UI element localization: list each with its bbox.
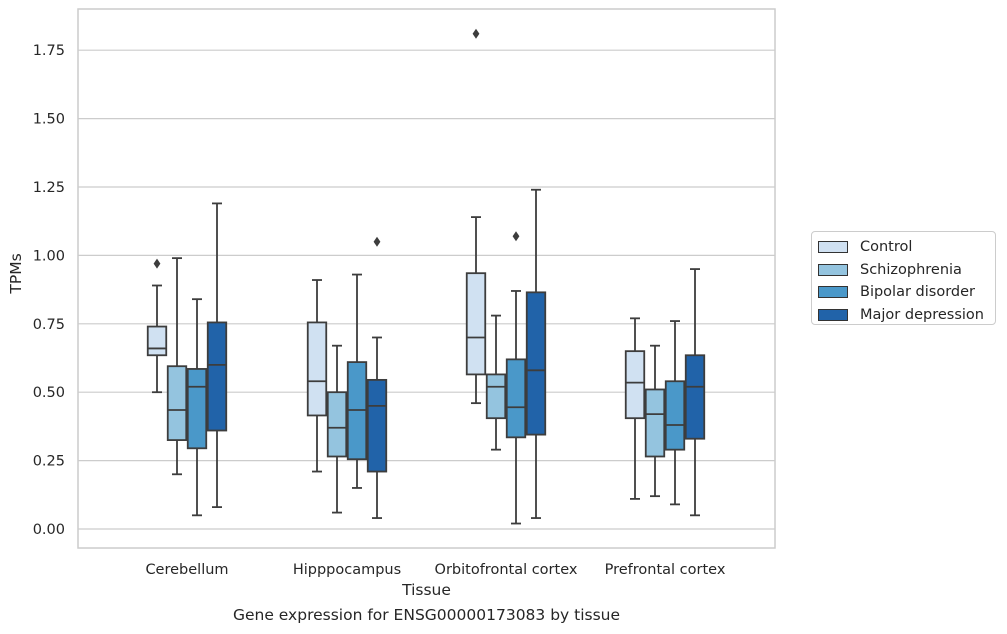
legend-label-major-depression: Major depression <box>860 306 984 323</box>
x-tick-label: Hipppocampus <box>293 562 401 578</box>
box-schizophrenia-cerebellum <box>166 257 188 476</box>
box-body <box>505 358 527 439</box>
chart-caption: Gene expression for ENSG00000173083 by t… <box>232 606 621 624</box>
box-body <box>146 325 168 357</box>
box-body <box>684 354 706 440</box>
series-schizophrenia <box>166 257 666 514</box>
y-tick-label: 0.00 <box>33 522 65 538</box>
legend-item-major-depression: Major depression <box>812 304 995 327</box>
legend-swatch-bipolar-disorder <box>818 286 848 299</box>
chart-legend: Control Schizophrenia Bipolar disorder M… <box>811 231 996 325</box>
box-body <box>366 378 388 473</box>
y-tick-label: 1.75 <box>33 43 65 59</box>
legend-swatch-schizophrenia <box>818 263 848 276</box>
y-axis-label: TPMs <box>7 253 25 294</box>
box-body <box>664 380 686 451</box>
plot-area <box>78 9 775 548</box>
legend-swatch-major-depression <box>818 308 848 321</box>
box-body <box>485 373 507 420</box>
legend-item-control: Control <box>812 236 995 259</box>
box-bipolar-disorder-hipppocampus <box>346 273 368 489</box>
box-major-depression-orbitofrontal-cortex <box>525 188 547 519</box>
box-body <box>186 368 208 450</box>
box-control-cerebellum <box>146 258 168 394</box>
x-tick-label: Orbitofrontal cortex <box>435 562 578 578</box>
legend-swatch-control <box>818 241 848 254</box>
box-major-depression-prefrontal-cortex <box>684 268 706 517</box>
y-tick-label: 1.00 <box>33 248 65 264</box>
box-body <box>206 321 228 432</box>
box-major-depression-cerebellum <box>206 202 228 509</box>
series-control <box>146 28 646 500</box>
box-control-hipppocampus <box>306 279 328 473</box>
y-tick-label: 0.75 <box>33 317 65 333</box>
outlier-point <box>153 258 161 269</box>
box-schizophrenia-orbitofrontal-cortex <box>485 314 507 451</box>
y-tick-label: 1.25 <box>33 180 65 196</box>
box-body <box>624 350 646 420</box>
box-bipolar-disorder-cerebellum <box>186 298 208 517</box>
box-body <box>465 272 487 376</box>
legend-item-schizophrenia: Schizophrenia <box>812 259 995 282</box>
series-major-depression <box>206 188 706 519</box>
box-major-depression-hipppocampus <box>366 236 388 519</box>
outlier-point <box>373 236 381 247</box>
y-tick-label: 1.50 <box>33 112 65 128</box>
legend-item-bipolar-disorder: Bipolar disorder <box>812 281 995 304</box>
box-body <box>525 291 547 436</box>
x-axis-label: Tissue <box>401 581 451 599</box>
outlier-point <box>472 28 480 39</box>
box-schizophrenia-prefrontal-cortex <box>644 344 666 498</box>
plot-frame <box>77 8 776 549</box>
series-bipolar-disorder <box>186 231 686 525</box>
y-tick-label: 0.50 <box>33 385 65 401</box>
box-body <box>166 365 188 441</box>
outlier-point <box>512 231 520 242</box>
legend-label-schizophrenia: Schizophrenia <box>860 261 962 278</box>
box-body <box>644 388 666 458</box>
box-control-orbitofrontal-cortex <box>465 28 487 405</box>
legend-label-control: Control <box>860 239 913 256</box>
x-tick-label: Cerebellum <box>145 562 228 578</box>
box-control-prefrontal-cortex <box>624 317 646 500</box>
box-bipolar-disorder-orbitofrontal-cortex <box>505 231 527 525</box>
x-tick-label: Prefrontal cortex <box>605 562 726 578</box>
box-body <box>326 391 348 458</box>
legend-label-bipolar-disorder: Bipolar disorder <box>860 284 975 301</box>
box-bipolar-disorder-prefrontal-cortex <box>664 320 686 506</box>
box-schizophrenia-hipppocampus <box>326 344 348 514</box>
y-tick-label: 0.25 <box>33 454 65 470</box>
box-body <box>306 321 328 417</box>
